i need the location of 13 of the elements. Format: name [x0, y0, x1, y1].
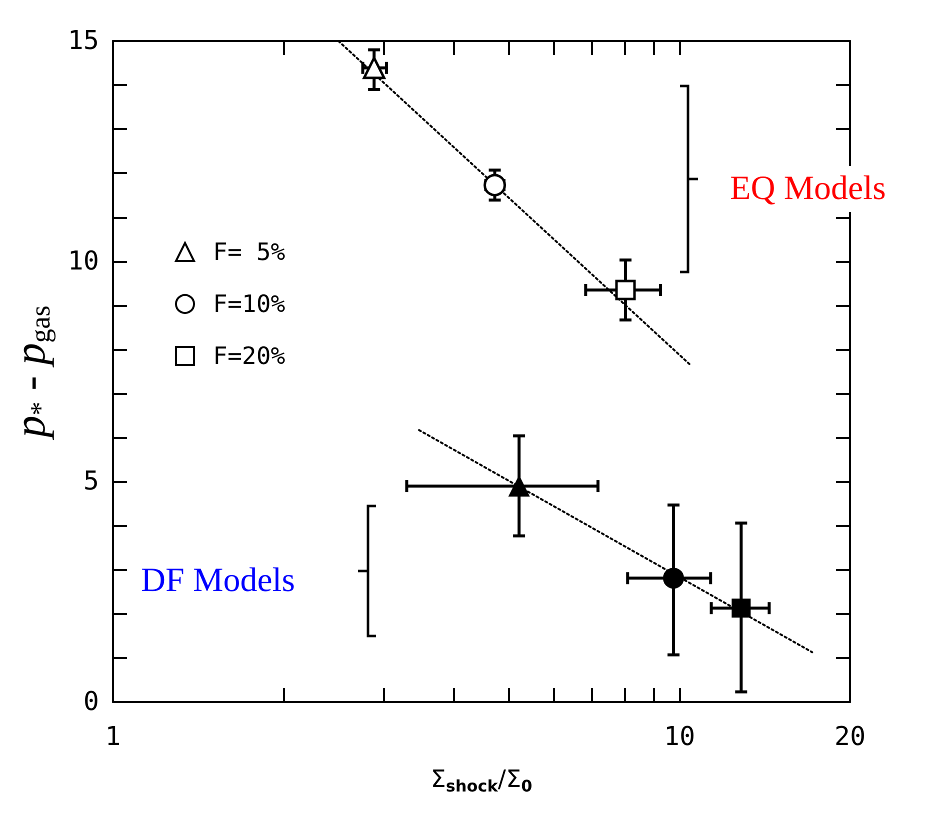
y-tick-label: 5 [83, 466, 99, 497]
x-tick-label: 10 [664, 722, 696, 752]
y-tick-label: 15 [68, 26, 99, 56]
legend-label: F=10% [213, 290, 286, 318]
x-tick-label: 20 [834, 722, 866, 752]
y-axis-title: p* - pgas [6, 306, 56, 440]
legend-label: F= 5% [213, 238, 286, 266]
annotation: DF Models [139, 558, 297, 604]
y-tick-label: 0 [83, 687, 99, 717]
annotation: EQ Models [728, 166, 888, 212]
legend-label: F=20% [213, 342, 286, 370]
x-tick-label: 1 [105, 722, 121, 752]
y-tick-label: 10 [68, 246, 99, 276]
